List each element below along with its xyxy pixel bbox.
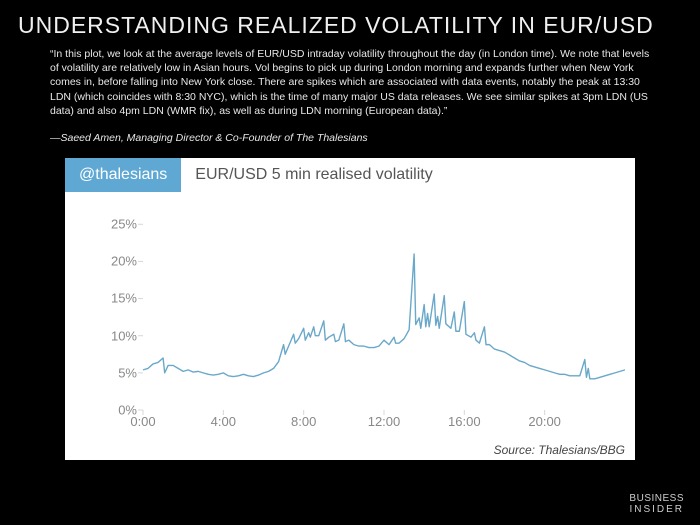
x-axis-label: 0:00 <box>130 414 155 429</box>
volatility-line-chart <box>65 192 635 434</box>
logo-line-2: INSIDER <box>629 505 684 516</box>
quote-text: “In this plot, we look at the average le… <box>0 47 700 122</box>
x-axis-label: 20:00 <box>528 414 561 429</box>
y-axis-label: 5% <box>118 365 137 380</box>
business-insider-logo: BUSINESS INSIDER <box>629 494 684 515</box>
quote-attribution: —Saeed Amen, Managing Director & Co-Foun… <box>0 122 700 152</box>
page-title: UNDERSTANDING REALIZED VOLATILITY IN EUR… <box>0 0 700 47</box>
volatility-series-line <box>143 254 625 379</box>
chart-header: @thalesians EUR/USD 5 min realised volat… <box>65 158 635 192</box>
x-axis-label: 8:00 <box>291 414 316 429</box>
y-axis-label: 20% <box>111 254 137 269</box>
x-axis-label: 4:00 <box>211 414 236 429</box>
chart-container: @thalesians EUR/USD 5 min realised volat… <box>65 158 635 460</box>
x-axis-label: 12:00 <box>368 414 401 429</box>
y-axis-label: 10% <box>111 328 137 343</box>
chart-title: EUR/USD 5 min realised volatility <box>181 158 446 192</box>
x-axis-label: 16:00 <box>448 414 481 429</box>
y-axis-label: 25% <box>111 217 137 232</box>
chart-source: Source: Thalesians/BBG <box>494 443 625 457</box>
logo-line-1: BUSINESS <box>629 494 684 505</box>
chart-handle-badge: @thalesians <box>65 158 181 192</box>
chart-plot-area: 0%5%10%15%20%25%0:004:008:0012:0016:0020… <box>65 192 635 434</box>
y-axis-label: 15% <box>111 291 137 306</box>
